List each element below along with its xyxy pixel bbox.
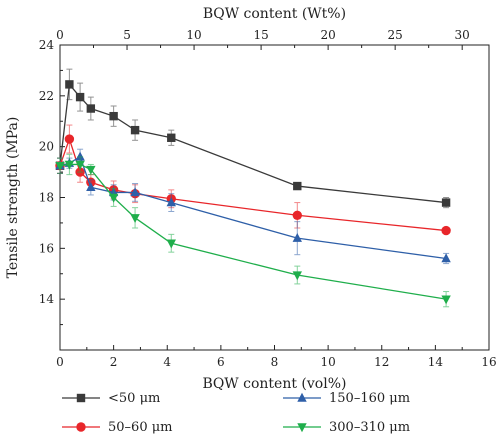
- data-point: [108, 193, 119, 203]
- data-point: [292, 271, 302, 281]
- data-point: [292, 210, 302, 220]
- data-point: [86, 182, 96, 192]
- top-tick-label: 10: [186, 28, 201, 42]
- series-line: [59, 155, 447, 260]
- legend-label: 150–160 μm: [329, 391, 410, 406]
- series-1: [55, 124, 451, 236]
- data-point: [130, 214, 140, 224]
- data-point: [293, 181, 302, 191]
- y-tick-label: 24: [39, 38, 55, 52]
- x-tick-label: 0: [56, 355, 64, 369]
- x-tick-label: 8: [271, 355, 279, 369]
- plot-frame: [59, 44, 490, 351]
- data-point: [166, 239, 176, 249]
- data-point: [75, 151, 85, 161]
- legend-label: 300–310 μm: [329, 420, 410, 435]
- data-point: [130, 125, 140, 135]
- x-tick-label: 4: [163, 355, 171, 369]
- data-point: [441, 295, 451, 305]
- data-point: [65, 80, 74, 89]
- y-tick-label: 22: [39, 89, 54, 103]
- data-point: [64, 134, 75, 144]
- data-point: [441, 225, 451, 236]
- series-0: [55, 68, 451, 209]
- data-point: [109, 111, 118, 121]
- series-line: [59, 163, 447, 300]
- data-point: [292, 232, 302, 242]
- data-point: [75, 160, 85, 170]
- y-tick-label: 14: [39, 292, 55, 306]
- top-tick-label: 15: [253, 28, 268, 42]
- x-axis-title: BQW content (vol%): [203, 376, 347, 392]
- series-line: [59, 137, 447, 232]
- data-point: [166, 197, 176, 207]
- data-point: [75, 92, 85, 102]
- y-tick-label: 18: [39, 191, 54, 205]
- y-axis-title: Tensile strength (MPa): [5, 117, 21, 279]
- data-point: [441, 253, 451, 263]
- x-tick-label: 10: [320, 355, 335, 369]
- legend-marker: [297, 423, 307, 433]
- legend-entry: 50–60 μm: [62, 420, 173, 435]
- x-tick-label: 12: [374, 355, 389, 369]
- top-tick-label: 5: [123, 28, 131, 42]
- data-point: [130, 187, 140, 197]
- x-tick-label: 2: [110, 355, 118, 369]
- top-axis-title: BQW content (Wt%): [203, 6, 346, 22]
- legend-label: <50 μm: [108, 391, 160, 406]
- legend-label: 50–60 μm: [108, 420, 173, 435]
- data-point: [86, 165, 96, 175]
- legend-entry: 150–160 μm: [283, 391, 410, 406]
- top-tick-label: 0: [56, 28, 64, 42]
- legend-marker: [76, 422, 86, 432]
- legend-marker: [76, 393, 86, 403]
- series-group: [55, 68, 451, 308]
- legend: <50 μm 150–160 μm 50–60 μm 300–310 μm: [62, 391, 410, 435]
- series-line: [59, 82, 447, 204]
- data-point: [55, 162, 65, 171]
- y-tick-label: 20: [39, 140, 54, 154]
- x-tick-label: 16: [481, 355, 496, 369]
- top-tick-label: 30: [455, 28, 470, 42]
- data-point: [64, 160, 75, 170]
- series-3: [55, 153, 451, 308]
- data-point: [86, 104, 96, 113]
- top-tick-label: 25: [388, 28, 403, 42]
- legend-entry: 300–310 μm: [283, 420, 410, 435]
- y-tick-label: 16: [39, 241, 54, 255]
- data-point: [441, 198, 451, 207]
- x-tick-label: 6: [217, 355, 225, 369]
- x-tick-label: 14: [428, 355, 444, 369]
- top-tick-label: 20: [320, 28, 335, 42]
- legend-marker: [297, 392, 307, 402]
- legend-entry: <50 μm: [62, 391, 160, 406]
- data-point: [167, 133, 176, 142]
